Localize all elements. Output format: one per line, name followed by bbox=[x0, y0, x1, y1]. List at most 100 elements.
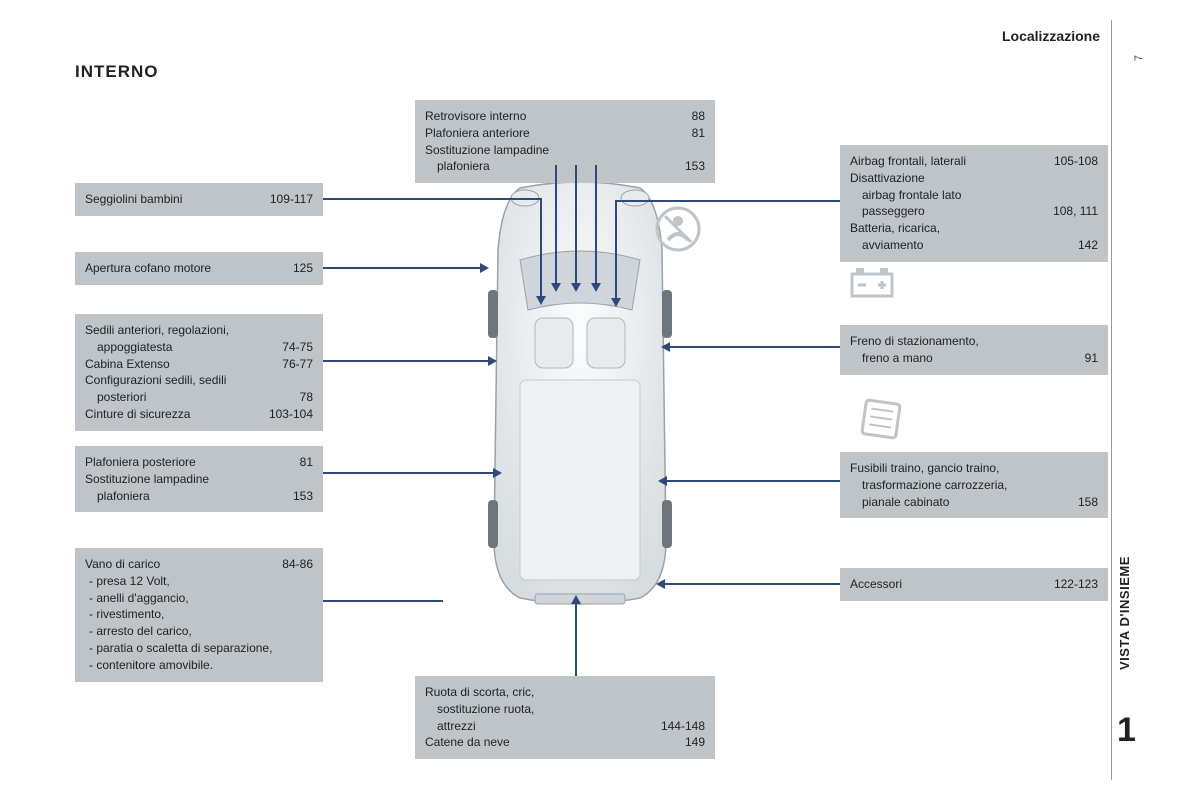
callout-row: Plafoniera posteriore81 bbox=[85, 454, 313, 471]
callout-top_center: Retrovisore interno88Plafoniera anterior… bbox=[415, 100, 715, 183]
callout-label: Cinture di sicurezza bbox=[85, 406, 257, 423]
callout-sublabel: passeggero bbox=[850, 203, 1041, 220]
callout-right_1: Airbag frontali, laterali 105-108Disattiv… bbox=[840, 145, 1108, 262]
callout-label: Freno di stazionamento, bbox=[850, 333, 1098, 350]
callout-label: Plafoniera posteriore bbox=[85, 454, 288, 471]
callout-sublabel: attrezzi bbox=[425, 718, 649, 735]
callout-page: 122-123 bbox=[1054, 576, 1098, 593]
callout-page: 91 bbox=[1085, 350, 1098, 367]
callout-row: Accessori 122-123 bbox=[850, 576, 1098, 593]
page-number: 7 bbox=[1133, 55, 1145, 61]
callout-left_1: Seggiolini bambini 109-117 bbox=[75, 183, 323, 216]
leader-segment bbox=[615, 200, 617, 300]
leader-arrow bbox=[571, 595, 581, 604]
car-illustration bbox=[480, 180, 680, 610]
callout-label: Vano di carico bbox=[85, 556, 270, 573]
callout-row: Fusibili traino, gancio traino, bbox=[850, 460, 1098, 477]
chapter-number: 1 bbox=[1117, 711, 1136, 750]
callout-page: 74-75 bbox=[282, 339, 313, 356]
callout-bullet: - contenitore amovibile. bbox=[85, 657, 313, 674]
leader-segment bbox=[668, 346, 840, 348]
callout-page: 125 bbox=[293, 260, 313, 277]
callout-label: Apertura cofano motore bbox=[85, 260, 281, 277]
seatbelt-icon bbox=[655, 206, 701, 252]
page-root: Localizzazione 7 INTERNO VISTA D'INSIEME… bbox=[0, 0, 1200, 800]
callout-row: Cabina Extenso 76-77 bbox=[85, 356, 313, 373]
callout-row: Airbag frontali, laterali 105-108 bbox=[850, 153, 1098, 170]
leader-segment bbox=[595, 165, 597, 285]
callout-page: 109-117 bbox=[270, 191, 313, 208]
leader-segment bbox=[663, 583, 840, 585]
leader-arrow bbox=[536, 296, 546, 305]
callout-row: Freno di stazionamento, bbox=[850, 333, 1098, 350]
leader-arrow bbox=[611, 298, 621, 307]
leader-segment bbox=[555, 165, 557, 285]
callout-bullet: - arresto del carico, bbox=[85, 623, 313, 640]
callout-row: Vano di carico84-86 bbox=[85, 556, 313, 573]
fuse-icon bbox=[858, 396, 904, 442]
callout-page: 103-104 bbox=[269, 406, 313, 423]
callout-bullet: - rivestimento, bbox=[85, 606, 313, 623]
callout-row: Configurazioni sedili, sedili bbox=[85, 372, 313, 389]
callout-label: Sostituzione lampadine bbox=[85, 471, 313, 488]
callout-page: 105-108 bbox=[1054, 153, 1098, 170]
callout-page: 81 bbox=[692, 125, 705, 142]
battery-icon bbox=[848, 264, 896, 300]
callout-label: Airbag frontali, laterali bbox=[850, 153, 1042, 170]
callout-page: 78 bbox=[300, 389, 313, 406]
leader-segment bbox=[575, 165, 577, 285]
callout-sublabel: freno a mano bbox=[850, 350, 1073, 367]
leader-segment bbox=[540, 198, 542, 298]
callout-left_5: Vano di carico84-86- presa 12 Volt,- ane… bbox=[75, 548, 323, 682]
callout-sublabel: plafoniera bbox=[425, 158, 673, 175]
callout-row: Sostituzione lampadine bbox=[425, 142, 705, 159]
callout-row: Plafoniera anteriore 81 bbox=[425, 125, 705, 142]
callout-page: 144-148 bbox=[661, 718, 705, 735]
leader-arrow bbox=[658, 476, 667, 486]
callout-row: Cinture di sicurezza 103-104 bbox=[85, 406, 313, 423]
section-heading: Localizzazione bbox=[1002, 28, 1100, 44]
leader-segment bbox=[323, 600, 443, 602]
side-rule bbox=[1111, 20, 1112, 780]
callout-row: Batteria, ricarica, bbox=[850, 220, 1098, 237]
callout-label: Disattivazione bbox=[850, 170, 1098, 187]
leader-arrow bbox=[571, 283, 581, 292]
callout-label: Sedili anteriori, regolazioni, bbox=[85, 322, 313, 339]
callout-sublabel: avviamento bbox=[850, 237, 1066, 254]
leader-arrow bbox=[661, 342, 670, 352]
leader-segment bbox=[323, 360, 490, 362]
callout-left_4: Plafoniera posteriore81Sostituzione lamp… bbox=[75, 446, 323, 512]
callout-row: Sedili anteriori, regolazioni, bbox=[85, 322, 313, 339]
callout-page: 76-77 bbox=[282, 356, 313, 373]
callout-bullet: - presa 12 Volt, bbox=[85, 573, 313, 590]
callout-left_3: Sedili anteriori, regolazioni,appoggiate… bbox=[75, 314, 323, 431]
callout-page: 158 bbox=[1078, 494, 1098, 511]
callout-left_2: Apertura cofano motore 125 bbox=[75, 252, 323, 285]
leader-arrow bbox=[488, 356, 497, 366]
callout-label: Plafoniera anteriore bbox=[425, 125, 680, 142]
callout-row: Catene da neve149 bbox=[425, 734, 705, 751]
callout-sublabel: trasformazione carrozzeria, bbox=[850, 477, 1098, 494]
callout-label: Batteria, ricarica, bbox=[850, 220, 1098, 237]
callout-page: 108, 111 bbox=[1053, 203, 1098, 220]
leader-arrow bbox=[656, 579, 665, 589]
leader-segment bbox=[665, 480, 840, 482]
callout-page: 142 bbox=[1078, 237, 1098, 254]
callout-label: Catene da neve bbox=[425, 734, 673, 751]
callout-label: Accessori bbox=[850, 576, 1042, 593]
callout-sublabel: posteriori bbox=[85, 389, 288, 406]
callout-right_4: Accessori 122-123 bbox=[840, 568, 1108, 601]
callout-row: Ruota di scorta, cric, bbox=[425, 684, 705, 701]
leader-segment bbox=[323, 472, 495, 474]
callout-row: Disattivazione bbox=[850, 170, 1098, 187]
callout-bullet: - anelli d'aggancio, bbox=[85, 590, 313, 607]
leader-segment bbox=[615, 200, 840, 202]
callout-row: Sostituzione lampadine bbox=[85, 471, 313, 488]
callout-row: Retrovisore interno88 bbox=[425, 108, 705, 125]
leader-segment bbox=[575, 602, 577, 676]
callout-label: Cabina Extenso bbox=[85, 356, 270, 373]
callout-label: Seggiolini bambini bbox=[85, 191, 258, 208]
chapter-label: VISTA D'INSIEME bbox=[1117, 520, 1132, 670]
callout-page: 88 bbox=[692, 108, 705, 125]
leader-segment bbox=[323, 198, 540, 200]
